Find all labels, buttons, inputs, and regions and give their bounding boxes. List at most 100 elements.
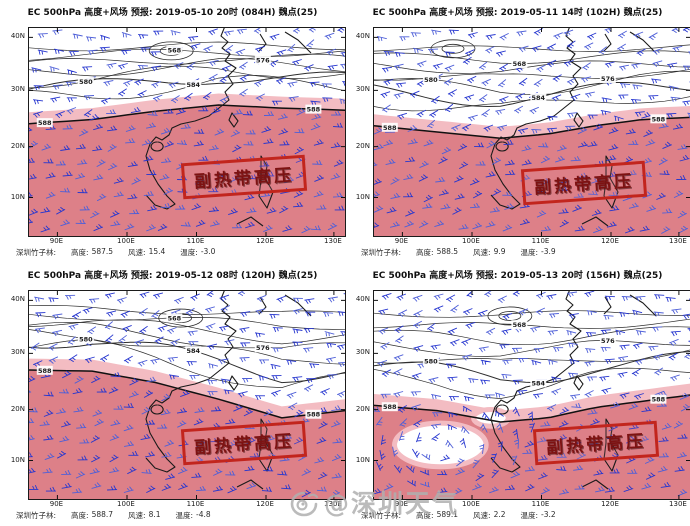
map-area: 568 576 580 584 588 588 副热带高压: [28, 290, 346, 500]
lon-tick-label: 90E: [49, 500, 64, 508]
closed-low-contour: [158, 308, 204, 328]
subtropical-high-fringe: [374, 383, 690, 422]
lat-tick-label: 30N: [10, 348, 25, 357]
lat-tick-label: 40N: [10, 32, 25, 41]
longitude-axis: 90E 100E 110E 120E 130E: [373, 500, 689, 510]
contour-label: 576: [601, 337, 615, 345]
contour-label: 580: [79, 78, 93, 86]
map-area: 568 576 580 584 588 588 副热带高压: [373, 27, 690, 237]
lat-tick-label: 40N: [355, 295, 370, 304]
map-area: 568 576 580 584 588 588 副热带高压: [28, 27, 346, 237]
wind-barbs: [29, 291, 345, 498]
closed-low-contour: [498, 311, 522, 321]
contour-label: 568: [513, 321, 527, 329]
coastline: [228, 112, 239, 128]
lon-tick-label: 90E: [394, 237, 409, 245]
coastline: [629, 294, 657, 317]
wind-label: 风速:: [473, 511, 491, 520]
forecast-panel-2: EC 500hPa 高度+风场 预报: 2019-05-11 14时 (102H…: [345, 0, 690, 263]
coastline: [603, 155, 619, 209]
contour-label: 584: [532, 379, 546, 387]
contour-label-chip: [305, 409, 322, 419]
longitude-axis: 90E 100E 110E 120E 130E: [28, 500, 344, 510]
lat-tick-label: 10N: [355, 192, 370, 201]
height-contour: [29, 41, 345, 52]
cyclone-gap: [392, 420, 489, 470]
boundary-588-line: [29, 369, 345, 419]
lon-tick-label: 90E: [49, 237, 64, 245]
wind-barbs: [374, 291, 690, 495]
height-contour: [29, 57, 345, 77]
closed-low-contour: [430, 39, 476, 59]
contour-label-chip: [599, 74, 616, 84]
contour-label-chip: [185, 346, 202, 356]
contour-label: 576: [256, 57, 270, 65]
contour-label: 576: [601, 75, 615, 83]
contour-label: 576: [256, 344, 270, 352]
wind-barbs: [374, 28, 690, 234]
height-contour: [374, 318, 690, 329]
lat-tick-label: 30N: [355, 348, 370, 357]
subtropical-high-region: [29, 105, 345, 236]
panel-title: EC 500hPa 高度+风场 预报: 2019-05-12 08时 (120H…: [27, 271, 318, 281]
height-value: 588.7: [91, 510, 114, 519]
closed-low-contour: [487, 306, 533, 326]
weather-map-graphic: 568 576 580 584 588 588: [374, 291, 690, 499]
contour-label-chip: [77, 77, 94, 87]
lat-tick-label: 20N: [355, 141, 370, 150]
lon-tick-label: 130E: [669, 500, 687, 508]
lon-tick-label: 110E: [186, 500, 205, 508]
station-status-line: 深圳竹子林: 高度: 589.1 风速: 2.2 温度: -3.2: [361, 510, 556, 521]
coastline: [145, 28, 237, 210]
lat-tick-label: 30N: [355, 85, 370, 94]
lon-tick-label: 100E: [462, 500, 480, 508]
height-contour: [374, 367, 690, 399]
height-value: 589.1: [436, 510, 459, 519]
coastline: [573, 112, 584, 128]
forecast-panel-3: EC 500hPa 高度+风场 预报: 2019-05-12 08时 (120H…: [0, 263, 346, 526]
coastline: [603, 418, 619, 472]
wind-value: 9.9: [493, 247, 506, 256]
temp-label: 温度:: [520, 248, 539, 257]
contour-label: 584: [532, 94, 546, 102]
contour-label-chip: [166, 45, 183, 55]
wind-label: 风速:: [473, 248, 491, 257]
contour-label: 588: [652, 115, 666, 123]
wind-barbs: [374, 28, 690, 234]
subtropical-high-fringe: [374, 106, 690, 139]
weather-map-graphic: 568 576 580 584 588 588: [29, 28, 345, 236]
contour-label-chip: [422, 74, 439, 84]
contour-label: 588: [307, 411, 321, 419]
lon-tick-label: 100E: [462, 237, 480, 245]
contour-label-chip: [77, 334, 94, 344]
coastline: [236, 479, 264, 490]
contour-label: 588: [307, 106, 321, 114]
height-label: 高度:: [416, 248, 434, 257]
height-value: 587.5: [91, 247, 114, 256]
coastline: [150, 141, 164, 152]
lon-tick-label: 110E: [186, 237, 205, 245]
height-contour: [29, 313, 345, 330]
contour-label: 580: [79, 335, 93, 343]
height-label: 高度:: [416, 511, 434, 520]
station-status-line: 深圳竹子林: 高度: 587.5 风速: 15.4 温度: -3.0: [16, 247, 215, 258]
height-value: 588.5: [436, 247, 459, 256]
contour-label: 588: [652, 396, 666, 404]
temp-label: 温度:: [175, 511, 194, 520]
contour-label: 588: [383, 124, 397, 132]
boundary-588-line: [374, 394, 690, 423]
temp-label: 温度:: [180, 248, 198, 257]
contour-label: 568: [168, 314, 182, 322]
coastline: [581, 216, 609, 227]
latitude-axis: 40N 30N 20N 10N: [0, 290, 27, 498]
height-contour: [29, 321, 345, 349]
latitude-axis: 40N 30N 20N 10N: [345, 27, 372, 235]
coastline: [603, 296, 612, 315]
lat-tick-label: 10N: [355, 455, 370, 464]
wind-value: 8.1: [148, 510, 161, 519]
height-contour: [374, 326, 690, 346]
forecast-panel-1: EC 500hPa 高度+风场 预报: 2019-05-10 20时 (084H…: [0, 0, 346, 263]
subtropical-high-region: [29, 370, 345, 499]
panel-title: EC 500hPa 高度+风场 预报: 2019-05-10 20时 (084H…: [27, 8, 318, 18]
contour-label-chip: [650, 394, 667, 404]
